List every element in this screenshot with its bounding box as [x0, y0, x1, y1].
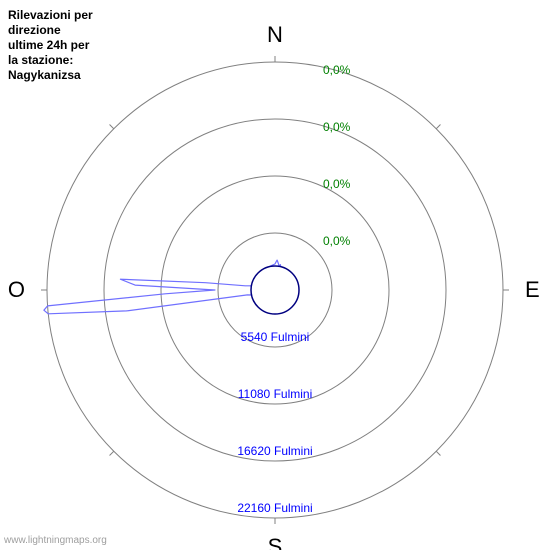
ring-pct-label: 0,0% [323, 63, 351, 77]
footer-credit: www.lightningmaps.org [4, 535, 107, 546]
ring-pct-label: 0,0% [323, 120, 351, 134]
ring-fulmini-label: 16620 Fulmini [237, 444, 312, 458]
cardinal-label: S [268, 534, 283, 550]
ring-fulmini-label: 5540 Fulmini [241, 330, 310, 344]
ring-fulmini-label: 22160 Fulmini [237, 501, 312, 515]
cardinal-label: N [267, 22, 283, 47]
ring-pct-label: 0,0% [323, 234, 351, 248]
cardinal-label: O [8, 277, 25, 302]
footer-text: www.lightningmaps.org [4, 535, 107, 546]
polar-chart-svg: 0,0% 5540 Fulmini 0,0% 11080 Fulmini 0,0% 166… [0, 0, 550, 550]
cardinal-label: E [525, 277, 540, 302]
ring-pct-label: 0,0% [323, 177, 351, 191]
ring-fulmini-label: 11080 Fulmini [238, 387, 312, 401]
